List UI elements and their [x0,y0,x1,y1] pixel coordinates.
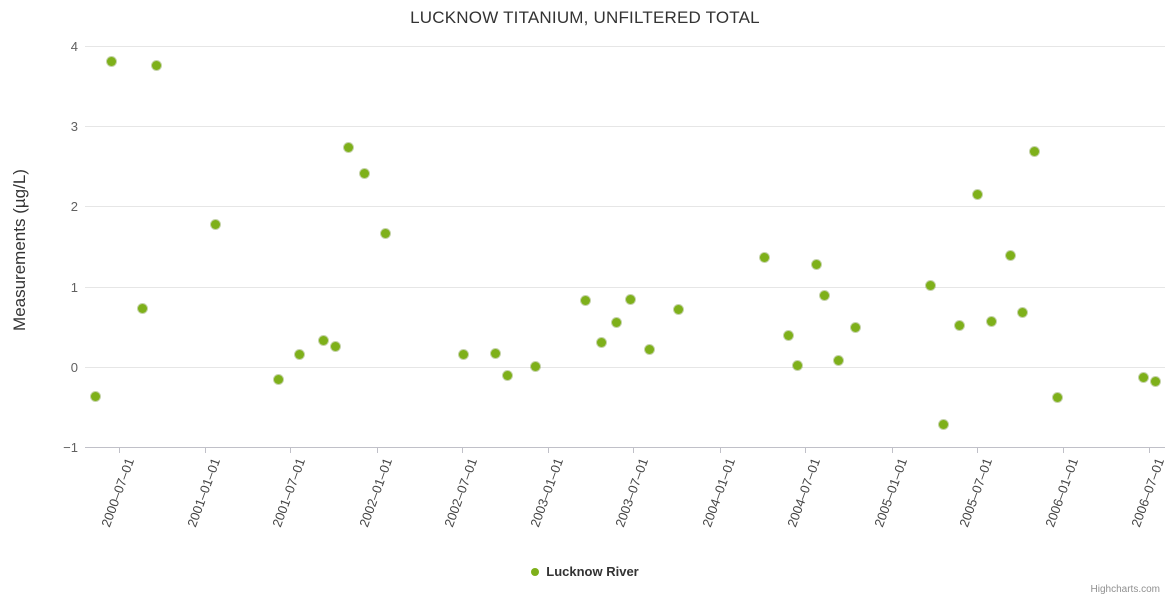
data-point[interactable] [319,335,329,345]
x-tick-label: 2002–01–01 [356,456,395,530]
data-point[interactable] [1030,146,1040,156]
y-gridline [85,206,1165,208]
y-tick-label: 4 [70,39,78,54]
credits-label: Highcharts.com [1090,584,1160,595]
y-gridline [85,366,1165,368]
y-gridline [85,126,1165,128]
data-point[interactable] [459,350,469,360]
y-axis: Measurements (µg/L) 4 3 2 1 0 −1 [0,0,78,600]
y-tick-label: 1 [70,279,78,295]
data-point[interactable] [294,350,304,360]
x-tick-mark [461,447,463,453]
y-tick-label: 3 [70,119,78,135]
data-point[interactable] [531,362,541,372]
x-tick-label: 2005–07–01 [956,456,996,530]
data-point[interactable] [1005,250,1015,260]
x-tick-label: 2006–01–01 [1042,456,1082,530]
x-axis-line [85,447,1165,448]
data-point[interactable] [955,321,965,331]
legend-label: Lucknow River [546,564,639,580]
x-tick-mark [548,447,550,453]
data-point[interactable] [834,355,844,365]
y-tick-label: 0 [70,359,78,375]
data-point[interactable] [152,60,162,70]
x-tick-mark [1063,447,1065,453]
data-point[interactable] [626,294,636,304]
x-tick-label: 2000–07–01 [98,456,137,530]
x-tick-mark [891,447,893,453]
x-tick-label: 2001–01–01 [184,456,224,530]
x-tick-mark [290,447,292,453]
x-tick-label: 2003–07–01 [612,456,652,530]
data-point[interactable] [645,345,655,355]
data-point[interactable] [210,219,220,229]
chart-legend: Lucknow River [0,563,1170,579]
data-point[interactable] [137,303,147,313]
data-point[interactable] [987,317,997,327]
x-tick-label: 2003–01–01 [527,456,567,530]
data-point[interactable] [850,323,860,332]
data-point[interactable] [597,338,607,348]
x-tick-mark [633,447,635,453]
data-point[interactable] [1053,392,1063,402]
data-point[interactable] [812,259,822,269]
data-point[interactable] [760,253,770,263]
data-point[interactable] [490,348,500,358]
data-point[interactable] [926,281,936,291]
data-point[interactable] [611,318,621,328]
x-tick-mark [1148,447,1150,453]
x-tick-mark [376,447,378,453]
data-point[interactable] [783,331,793,341]
data-point[interactable] [359,169,369,179]
data-point[interactable] [502,371,512,381]
data-point[interactable] [90,391,100,401]
chart-title: LUCKNOW TITANIUM, UNFILTERED TOTAL [410,8,760,27]
x-tick-mark [805,447,807,453]
x-tick-label: 2004–01–01 [699,456,739,530]
data-point[interactable] [938,420,948,430]
plot-area [85,46,1165,448]
data-point[interactable] [381,229,391,239]
data-point[interactable] [106,56,116,66]
x-tick-label: 2002–07–01 [441,456,481,530]
y-gridline [85,46,1165,47]
data-point[interactable] [343,142,353,152]
data-point[interactable] [819,290,829,300]
data-point[interactable] [330,342,340,352]
x-tick-label: 2004–07–01 [784,456,824,530]
x-tick-mark [719,447,721,453]
data-point[interactable] [1150,376,1160,386]
data-point[interactable] [972,189,982,199]
data-point[interactable] [674,305,684,315]
data-point[interactable] [1017,307,1027,317]
y-tick-label: −1 [63,440,78,455]
y-tick-label: 2 [70,199,78,215]
legend-item[interactable]: Lucknow River [531,563,639,580]
x-tick-mark [977,447,978,453]
x-tick-mark [118,447,120,453]
y-gridline [85,286,1165,288]
data-point[interactable] [580,295,590,305]
legend-marker-icon [531,567,540,576]
data-point[interactable] [793,361,803,371]
x-tick-label: 2006–07–01 [1127,456,1167,530]
x-tick-label: 2005–01–01 [871,456,911,530]
x-tick-label: 2001–07–01 [269,456,309,530]
data-point[interactable] [1138,372,1148,382]
x-tick-mark [205,447,207,453]
data-point[interactable] [273,375,283,385]
